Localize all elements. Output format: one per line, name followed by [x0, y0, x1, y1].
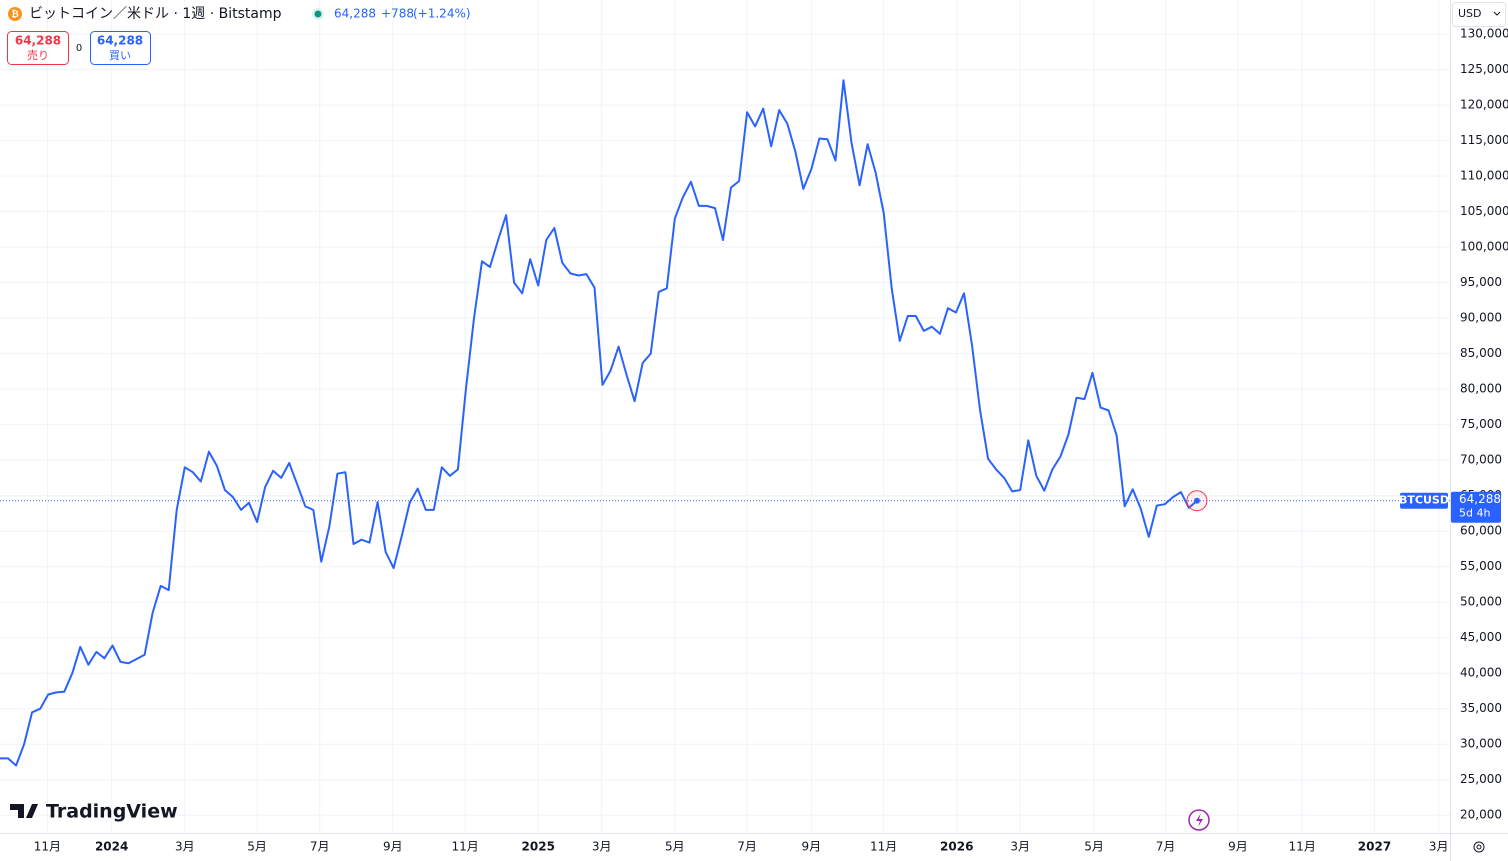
y-tick-label: 90,000: [1460, 311, 1502, 325]
currency-box[interactable]: [1452, 2, 1506, 27]
y-tick-label: 120,000: [1460, 98, 1508, 112]
header-change-pct: (+1.24%): [413, 7, 471, 21]
x-tick-label: 11月: [870, 840, 897, 854]
price-label: 64,288: [1459, 492, 1501, 506]
x-tick-label: 5月: [247, 840, 267, 854]
logo-text: TradingView: [46, 801, 178, 823]
x-tick-label: 11月: [1289, 840, 1316, 854]
currency-label[interactable]: USD: [1458, 7, 1482, 20]
y-tick-label: 115,000: [1460, 133, 1508, 147]
series-label: BTCUSD: [1399, 494, 1449, 507]
btc-icon: [8, 7, 22, 21]
sell-label[interactable]: 売り: [27, 49, 49, 62]
x-tick-label: 7月: [737, 840, 757, 854]
y-tick-label: 35,000: [1460, 701, 1502, 715]
logo-mark: [10, 804, 38, 818]
sell-button[interactable]: 64,288 売り: [7, 31, 69, 65]
lightning-icon[interactable]: [1196, 813, 1203, 827]
series-label-box: [1400, 492, 1448, 509]
btc-icon-glyph: ₿: [11, 9, 18, 20]
y-tick-label: 40,000: [1460, 666, 1502, 680]
y-tick-label: 30,000: [1460, 737, 1502, 751]
y-tick-label: 110,000: [1460, 169, 1508, 183]
x-tick-label: 7月: [1156, 840, 1176, 854]
y-tick-label: 85,000: [1460, 346, 1502, 360]
last-point: [1193, 497, 1200, 504]
x-tick-label: 3月: [1010, 840, 1030, 854]
y-tick-label: 25,000: [1460, 772, 1502, 786]
y-tick-label: 60,000: [1460, 524, 1502, 538]
x-tick-label: 11月: [451, 840, 478, 854]
sell-box[interactable]: [7, 31, 69, 65]
y-tick-label: 45,000: [1460, 630, 1502, 644]
x-tick-label: 2025: [522, 840, 555, 854]
header-price: 64,288: [334, 7, 376, 21]
y-tick-label: 50,000: [1460, 595, 1502, 609]
x-tick-label: 9月: [383, 840, 403, 854]
x-tick-label: 5月: [665, 840, 685, 854]
x-tick-label: 3月: [175, 840, 195, 854]
countdown-label: 5d 4h: [1459, 507, 1490, 520]
x-tick-label: 11月: [34, 840, 61, 854]
buy-price[interactable]: 64,288: [97, 34, 143, 48]
y-tick-label: 95,000: [1460, 275, 1502, 289]
x-tick-label: 5月: [1084, 840, 1104, 854]
y-tick-label: 125,000: [1460, 62, 1508, 76]
sell-price[interactable]: 64,288: [15, 34, 61, 48]
price-label-box: [1451, 491, 1501, 523]
spread: 0: [76, 43, 82, 54]
header-change: +788: [381, 7, 414, 21]
currency-dropdown[interactable]: USD: [1452, 2, 1506, 27]
currency-caret[interactable]: [1493, 11, 1501, 16]
y-tick-label: 130,000: [1460, 27, 1508, 41]
y-tick-label: 75,000: [1460, 417, 1502, 431]
settings-icon[interactable]: [1473, 841, 1485, 853]
grid: [0, 0, 1450, 833]
x-tick-label: 7月: [310, 840, 330, 854]
buy-button[interactable]: 64,288 買い: [90, 31, 151, 65]
x-tick-label: 2024: [95, 840, 128, 854]
buy-box[interactable]: [90, 31, 151, 65]
y-tick-label: 20,000: [1460, 808, 1502, 822]
y-tick-label: 100,000: [1460, 240, 1508, 254]
status-dot: [314, 10, 322, 18]
settings-icon-center[interactable]: [1476, 844, 1482, 850]
x-tick-label: 2026: [940, 840, 973, 854]
y-tick-label: 105,000: [1460, 204, 1508, 218]
axes: 20,000 25,000 30,000 35,000 40,000 45,000 50,0…: [34, 27, 1508, 854]
x-tick-label: 9月: [802, 840, 822, 854]
x-tick-label: 3月: [592, 840, 612, 854]
y-tick-label: 55,000: [1460, 559, 1502, 573]
x-tick-label: 2027: [1358, 840, 1391, 854]
buy-label[interactable]: 買い: [109, 49, 131, 62]
symbol-title: ビットコイン／米ドル · 1週 · Bitstamp: [29, 6, 282, 22]
price-line-series: [0, 79, 1198, 767]
x-tick-label: 9月: [1228, 840, 1248, 854]
plot: [0, 79, 1450, 767]
y-tick-label: 70,000: [1460, 453, 1502, 467]
y-tick-label: 80,000: [1460, 382, 1502, 396]
x-tick-label: 3月: [1429, 840, 1449, 854]
